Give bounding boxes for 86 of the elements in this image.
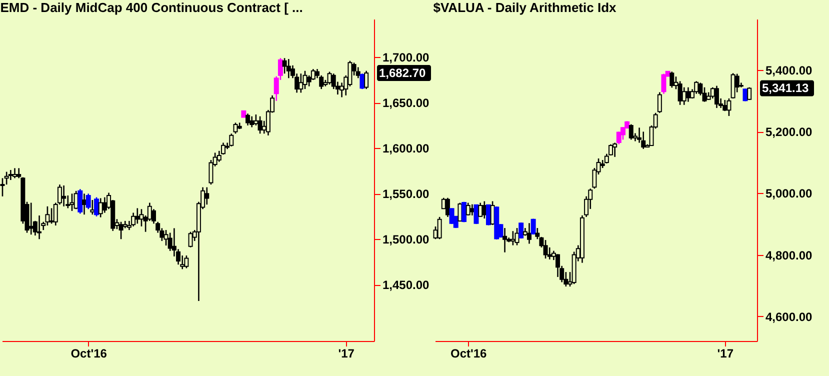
candlestick — [204, 186, 210, 206]
candlestick — [302, 70, 308, 90]
candlestick — [686, 86, 690, 102]
candlestick — [478, 202, 483, 218]
y-tick-label: 1,700.00 — [382, 50, 430, 65]
candlestick — [714, 85, 719, 109]
candlestick — [229, 132, 234, 147]
x-tick-label: Oct'16 — [70, 346, 108, 360]
candlestick — [458, 202, 462, 222]
candlestick — [726, 98, 732, 117]
candlestick — [449, 208, 454, 225]
candlestick — [661, 73, 666, 94]
candlestick — [258, 116, 262, 134]
candlestick — [616, 131, 622, 145]
x-tick-label: '17 — [717, 346, 734, 360]
candlestick — [526, 222, 532, 244]
candlestick — [70, 192, 74, 212]
y-tick-label: 5,200.00 — [766, 125, 813, 140]
candlestick — [254, 114, 258, 126]
candlestick — [282, 57, 287, 74]
candlestick — [437, 216, 442, 240]
candlestick — [747, 86, 752, 101]
candlestick — [78, 188, 83, 214]
y-tick-label: 5,000.00 — [766, 186, 813, 201]
chart-title: $VALUA - Daily Arithmetic Idx — [433, 0, 618, 15]
candlestick — [8, 169, 13, 181]
candlestick — [518, 222, 524, 240]
candlestick — [502, 227, 508, 253]
text: 1,682.70 — [379, 66, 426, 80]
candlestick — [37, 214, 42, 240]
candlestick — [628, 124, 634, 140]
y-tick-label: 1,650.00 — [382, 96, 430, 110]
candlestick — [49, 208, 54, 224]
candlestick — [682, 86, 686, 106]
candlestick — [445, 197, 450, 218]
y-tick-label: 1,600.00 — [382, 142, 430, 156]
candlestick — [474, 204, 479, 225]
candlestick — [118, 221, 124, 240]
candlestick — [722, 99, 728, 112]
candlestick — [612, 142, 618, 158]
candlestick — [510, 230, 516, 246]
candlestick — [641, 131, 646, 150]
candlestick — [233, 122, 238, 134]
x-tick-label: '17 — [338, 346, 355, 360]
y-tick-label: 1,550.00 — [382, 187, 430, 202]
candlestick — [678, 80, 682, 106]
candlestick — [286, 58, 291, 79]
candlestick — [702, 86, 707, 102]
candlestick — [82, 192, 86, 216]
y-tick-label: 4,600.00 — [766, 310, 813, 324]
candlestick — [131, 212, 136, 228]
candlestick — [86, 192, 91, 210]
text: 5,341.13 — [762, 81, 810, 96]
y-tick-label: 1,500.00 — [382, 232, 430, 247]
candlestick — [657, 92, 662, 114]
candlestick — [298, 72, 304, 94]
candlestick — [742, 88, 748, 102]
candlestick — [90, 199, 95, 216]
candlestick — [246, 112, 250, 126]
candlestick — [364, 70, 369, 90]
candlestick — [45, 206, 50, 226]
candlestick — [184, 254, 189, 269]
candlestick — [730, 72, 736, 100]
candlestick — [466, 202, 470, 216]
candlestick — [62, 184, 66, 208]
candlestick — [694, 80, 699, 94]
candlestick — [486, 204, 491, 226]
candlestick — [356, 66, 360, 79]
candlestick — [12, 168, 18, 179]
candlestick — [102, 196, 107, 214]
candlestick — [543, 239, 548, 260]
candlestick — [556, 254, 560, 278]
x-tick-label: Oct'16 — [450, 346, 488, 360]
y-tick-label: 1,450.00 — [382, 278, 430, 292]
chart-title: EMD - Daily MidCap 400 Continuous Contract [ ... — [0, 0, 303, 15]
candlestick — [188, 231, 193, 248]
y-tick-label: 5,400.00 — [766, 64, 813, 78]
y-tick-label: 4,800.00 — [766, 248, 813, 262]
candlestick — [360, 72, 365, 90]
candlestick — [530, 218, 536, 236]
candlestick — [250, 116, 254, 128]
candlestick — [327, 71, 332, 86]
candlestick — [670, 70, 674, 88]
candlestick — [482, 200, 487, 220]
candlestick — [98, 198, 103, 218]
candlestick — [94, 196, 100, 218]
